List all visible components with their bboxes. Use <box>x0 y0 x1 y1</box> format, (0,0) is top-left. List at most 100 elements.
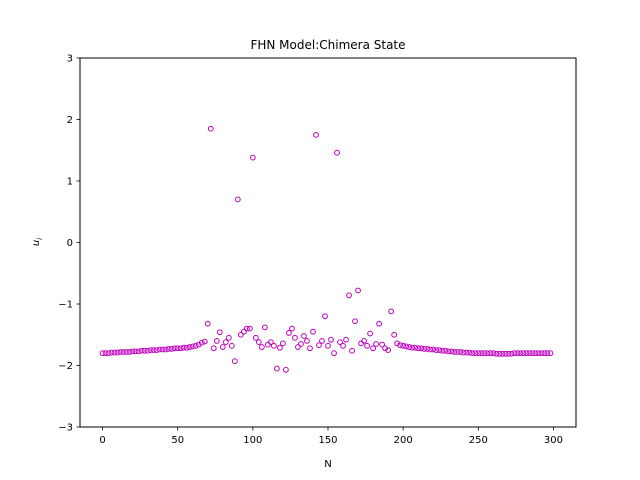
data-point <box>418 345 425 352</box>
data-point <box>201 338 208 345</box>
data-point <box>427 346 434 353</box>
data-point <box>352 318 358 325</box>
data-point <box>216 329 223 336</box>
data-point <box>400 342 407 349</box>
x-tick-label: 0 <box>99 435 105 446</box>
data-point <box>484 350 491 357</box>
data-point <box>463 349 470 356</box>
data-point <box>439 347 446 354</box>
data-point <box>331 350 337 357</box>
data-point <box>99 350 106 357</box>
data-point <box>141 347 148 354</box>
data-point <box>108 349 115 356</box>
data-point <box>246 325 253 332</box>
x-tick-label: 300 <box>544 435 563 446</box>
data-point <box>334 149 340 156</box>
y-tick-label: 1 <box>67 177 73 188</box>
data-point <box>231 358 238 365</box>
data-point <box>126 349 133 355</box>
data-point <box>472 350 479 357</box>
x-tick-label: 200 <box>394 435 413 446</box>
data-point <box>277 344 283 351</box>
data-point <box>159 346 166 353</box>
data-point <box>243 325 250 332</box>
data-point <box>207 125 214 132</box>
data-point <box>105 350 112 357</box>
data-point <box>210 345 217 352</box>
data-point <box>192 342 199 349</box>
data-point <box>114 349 121 356</box>
data-point <box>168 345 175 352</box>
y-axis-label-subscript: i <box>36 238 44 240</box>
plot-frame <box>79 57 577 428</box>
data-point <box>301 333 307 339</box>
data-point <box>150 347 157 354</box>
data-point <box>267 339 274 346</box>
data-point <box>355 287 361 294</box>
data-point <box>436 347 443 354</box>
data-point <box>177 345 184 352</box>
data-point <box>328 336 334 343</box>
data-point <box>397 342 404 349</box>
data-point <box>346 292 352 299</box>
data-point <box>388 308 395 315</box>
data-point <box>292 334 298 341</box>
data-point <box>454 349 461 355</box>
data-point <box>144 347 151 354</box>
data-point <box>409 344 416 351</box>
data-point <box>403 343 410 350</box>
data-point <box>349 347 355 354</box>
data-point <box>313 131 319 138</box>
chart-title: FHN Model:Chimera State <box>250 38 405 52</box>
data-point <box>520 350 527 357</box>
x-tick-label: 150 <box>318 435 337 446</box>
data-point <box>376 320 383 327</box>
data-point <box>165 345 172 352</box>
plot-area <box>99 125 554 373</box>
data-point <box>186 344 193 350</box>
data-point <box>529 350 536 357</box>
data-point <box>448 348 455 355</box>
data-point <box>204 320 211 327</box>
data-point <box>123 349 130 355</box>
data-point <box>457 349 464 355</box>
data-point <box>153 347 160 354</box>
data-point <box>385 347 392 354</box>
axis-ticks: 0 50 100 150 200 250 300 −3 −2 −1 0 1 2 3 <box>58 54 563 447</box>
data-point <box>189 343 196 350</box>
data-point <box>391 331 398 338</box>
data-point <box>111 349 118 356</box>
data-point <box>361 338 367 344</box>
data-point <box>487 350 494 357</box>
x-axis-label: N <box>324 459 331 470</box>
data-point <box>517 350 524 357</box>
data-point <box>102 350 109 357</box>
data-point <box>523 350 530 357</box>
data-point <box>496 350 503 357</box>
data-point <box>180 344 187 351</box>
data-point <box>379 341 386 348</box>
data-point <box>322 313 328 320</box>
data-point <box>340 342 346 349</box>
data-point <box>493 350 500 357</box>
data-point <box>240 328 247 335</box>
data-point <box>514 350 521 357</box>
data-point <box>337 339 343 346</box>
y-tick-label: 0 <box>67 238 73 249</box>
data-point <box>234 196 241 203</box>
x-tick-label: 50 <box>171 435 184 446</box>
data-point <box>505 350 512 357</box>
data-point <box>343 336 349 343</box>
data-point <box>406 344 413 350</box>
y-axis-label-main: u <box>31 240 42 246</box>
data-point <box>316 342 322 349</box>
data-point <box>183 344 190 351</box>
data-point <box>117 349 124 355</box>
data-point <box>222 339 229 346</box>
y-axis-label: ui <box>31 238 44 246</box>
y-tick-label: −3 <box>58 423 73 434</box>
data-point <box>298 341 304 347</box>
data-point <box>319 338 325 344</box>
data-point <box>469 350 476 357</box>
